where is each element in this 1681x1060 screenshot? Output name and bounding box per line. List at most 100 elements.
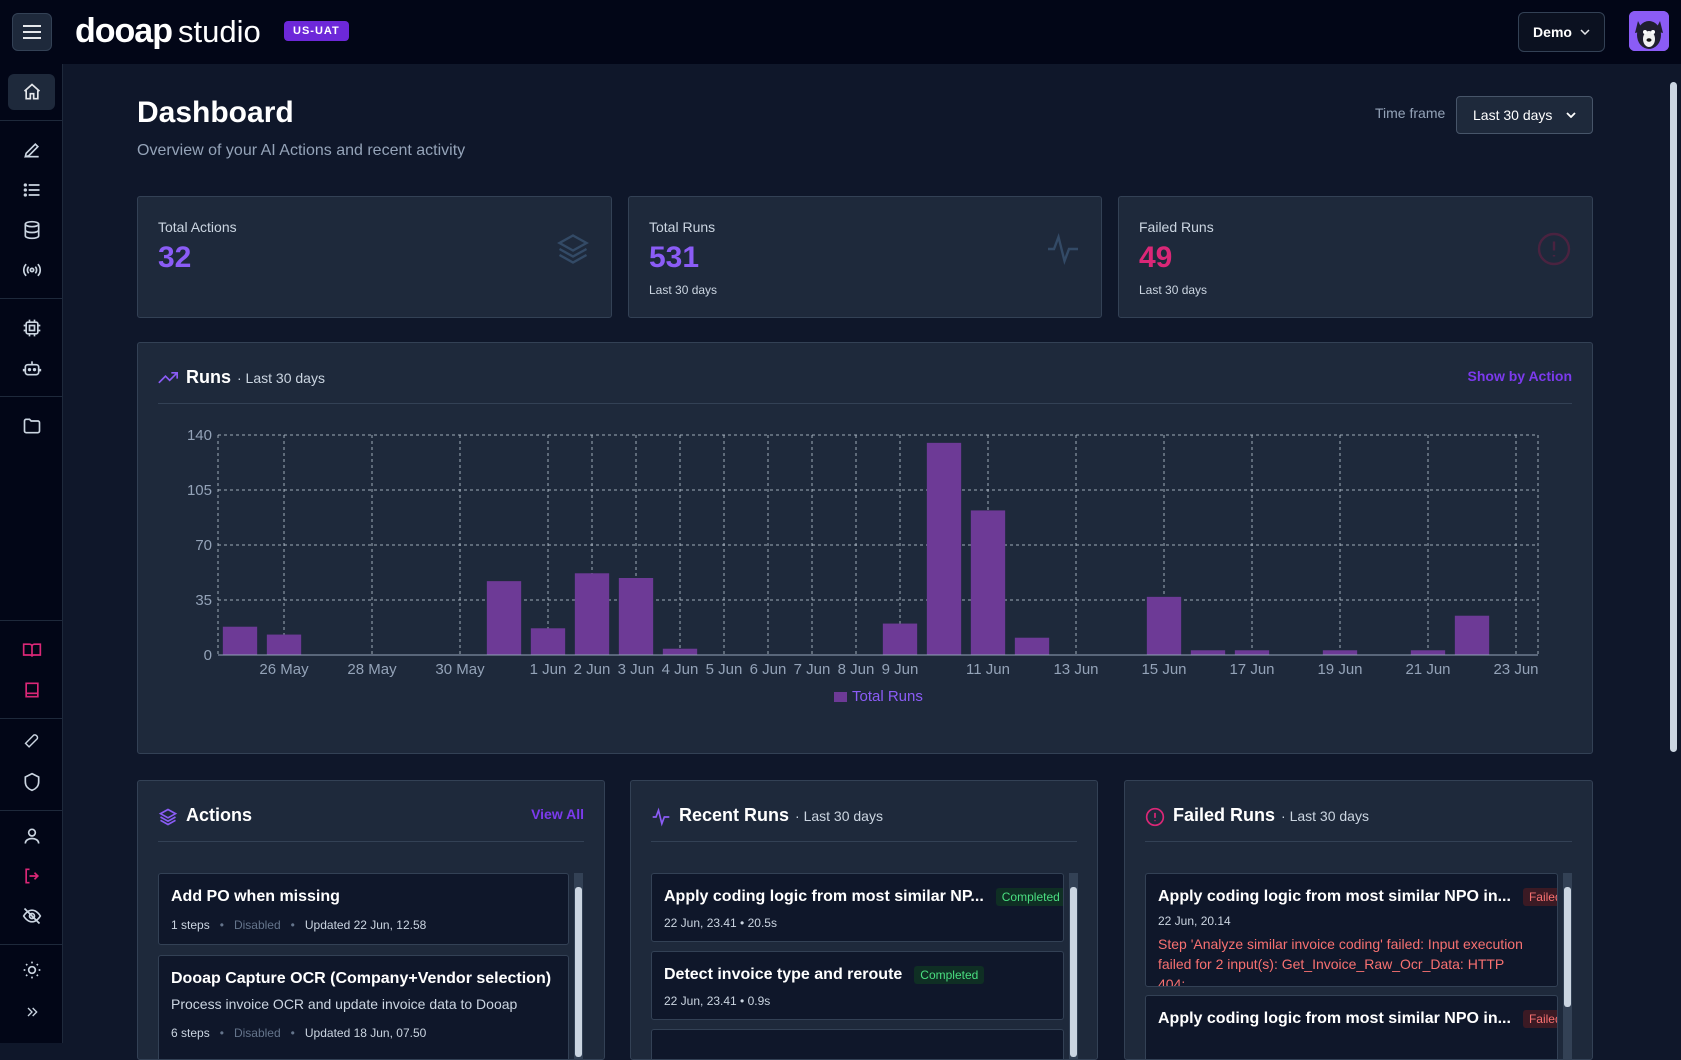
scroll-thumb[interactable] <box>1564 887 1571 1007</box>
failed-runs-scrollbar[interactable] <box>1563 873 1572 1059</box>
run-title-text: Detect invoice type and reroute <box>664 966 903 984</box>
sidebar-item-editor[interactable] <box>8 132 55 168</box>
app-logo[interactable]: dooap studio <box>75 12 261 51</box>
bar <box>618 578 654 655</box>
stat-card-failed-runs: Failed Runs 49 Last 30 days <box>1118 196 1593 318</box>
x-tick-label: 13 Jun <box>1053 661 1098 678</box>
sidebar-divider <box>0 620 63 621</box>
bar <box>222 626 258 655</box>
sidebar-item-bot[interactable] <box>8 350 55 386</box>
sidebar-expand-button[interactable] <box>8 994 55 1030</box>
recent-runs-panel-title: Recent Runs · Last 30 days <box>679 805 883 826</box>
sidebar-divider <box>0 944 63 945</box>
recent-runs-suffix: · Last 30 days <box>795 808 883 824</box>
failed-run-list-item[interactable]: Apply coding logic from most similar NPO… <box>1145 873 1558 987</box>
user-icon <box>24 828 39 844</box>
sidebar-item-profile[interactable] <box>8 818 55 854</box>
x-tick-label: 6 Jun <box>750 661 787 678</box>
recent-runs-panel: Recent Runs · Last 30 days Apply coding … <box>630 780 1098 1060</box>
dog-avatar-icon <box>1629 11 1669 51</box>
action-description: Process invoice OCR and update invoice d… <box>171 996 518 1012</box>
sidebar-item-logout[interactable] <box>8 858 55 894</box>
database-icon <box>24 220 39 240</box>
sun-icon <box>23 961 40 979</box>
failed-runs-panel: Failed Runs · Last 30 days Apply coding … <box>1124 780 1593 1060</box>
action-list-item[interactable]: Dooap Capture OCR (Company+Vendor select… <box>158 955 569 1059</box>
runs-chart-panel: Runs · Last 30 days Show by Action 0 35 70… <box>137 342 1593 754</box>
run-list-item[interactable] <box>651 1029 1064 1059</box>
x-tick-label: 1 Jun <box>530 661 567 678</box>
activity-icon <box>1048 232 1078 266</box>
layers-icon <box>158 808 178 826</box>
sidebar-divider <box>0 810 63 811</box>
trending-up-icon <box>158 372 178 384</box>
x-tick-label: 7 Jun <box>794 661 831 678</box>
stat-value: 531 <box>649 241 700 274</box>
run-title: Apply coding logic from most similar NP.… <box>664 888 1063 906</box>
page-scrollbar[interactable] <box>1666 64 1681 1043</box>
status-badge: Failed <box>1522 888 1557 906</box>
hamburger-menu-button[interactable] <box>12 13 52 51</box>
sidebar-item-home[interactable] <box>8 74 55 110</box>
x-tick-label: 11 Jun <box>966 661 1010 678</box>
page-scroll-thumb[interactable] <box>1670 82 1677 752</box>
sidebar-item-cpu[interactable] <box>8 310 55 346</box>
x-tick-label: 15 Jun <box>1141 661 1186 678</box>
hamburger-icon <box>23 25 41 39</box>
sidebar-item-guide[interactable] <box>8 672 55 708</box>
sidebar-item-list[interactable] <box>8 172 55 208</box>
panel-divider <box>158 841 584 842</box>
runs-bar-chart: 0 35 70 105 140 26 May 28 May 30 May 1 Jun 2 Jun 3… <box>187 427 1539 705</box>
top-bar: dooap studio US-UAT Demo <box>0 0 1681 64</box>
x-tick-label: 17 Jun <box>1229 661 1274 678</box>
pencil-icon <box>23 142 39 158</box>
stat-label: Total Actions <box>158 219 237 235</box>
failed-run-title-text: Apply coding logic from most similar NPO… <box>1158 1010 1511 1028</box>
show-by-action-link[interactable]: Show by Action <box>1467 368 1572 384</box>
scroll-thumb[interactable] <box>1070 887 1077 1057</box>
y-tick-label: 140 <box>187 427 212 444</box>
sidebar-item-hide[interactable] <box>8 898 55 934</box>
bar <box>1190 650 1226 655</box>
bar <box>1146 596 1182 655</box>
run-list-item[interactable]: Apply coding logic from most similar NP.… <box>651 873 1064 942</box>
sidebar-item-database[interactable] <box>8 212 55 248</box>
wrench-icon <box>24 734 38 748</box>
sidebar-item-docs[interactable] <box>8 632 55 668</box>
timeframe-select[interactable]: Last 30 days <box>1456 96 1593 134</box>
y-tick-label: 35 <box>195 592 212 609</box>
action-updated: Updated 18 Jun, 07.50 <box>304 1026 427 1040</box>
layers-icon <box>557 234 589 264</box>
sidebar-item-broadcast[interactable] <box>8 252 55 288</box>
organization-label: Demo <box>1533 24 1572 40</box>
actions-scrollbar[interactable] <box>574 873 583 1059</box>
recent-runs-scrollbar[interactable] <box>1069 873 1078 1059</box>
cpu-icon <box>23 319 40 337</box>
x-tick-label: 28 May <box>347 661 397 678</box>
sidebar-item-tools[interactable] <box>8 724 55 760</box>
failed-run-list-item[interactable]: Apply coding logic from most similar NPO… <box>1145 995 1558 1059</box>
organization-select[interactable]: Demo <box>1518 12 1605 52</box>
failed-run-error: Step 'Analyze similar invoice coding' fa… <box>1158 936 1523 987</box>
action-title: Add PO when missing <box>171 888 340 905</box>
alert-circle-icon <box>1537 232 1571 266</box>
action-list-item[interactable]: Add PO when missing 1 steps • Disabled •… <box>158 873 569 945</box>
user-avatar[interactable] <box>1629 11 1669 51</box>
stat-sub: Last 30 days <box>649 283 718 297</box>
sidebar-item-security[interactable] <box>8 764 55 800</box>
sidebar-item-theme[interactable] <box>8 952 55 988</box>
sidebar-divider <box>0 120 63 121</box>
view-all-link[interactable]: View All <box>531 806 584 822</box>
sidebar-divider <box>0 718 63 719</box>
action-status: Disabled <box>233 918 281 932</box>
book-icon <box>24 682 39 698</box>
status-badge: Failed <box>1522 1010 1557 1028</box>
list-icon <box>23 183 39 197</box>
failed-run-meta: 22 Jun, 20.14 <box>1158 914 1231 928</box>
scroll-thumb[interactable] <box>575 887 582 1057</box>
recent-runs-title: Recent Runs <box>679 805 790 825</box>
sidebar-item-folder[interactable] <box>8 408 55 444</box>
run-list-item[interactable]: Detect invoice type and reroute Completed… <box>651 951 1064 1020</box>
logout-icon <box>24 868 39 884</box>
bar <box>1454 615 1490 655</box>
